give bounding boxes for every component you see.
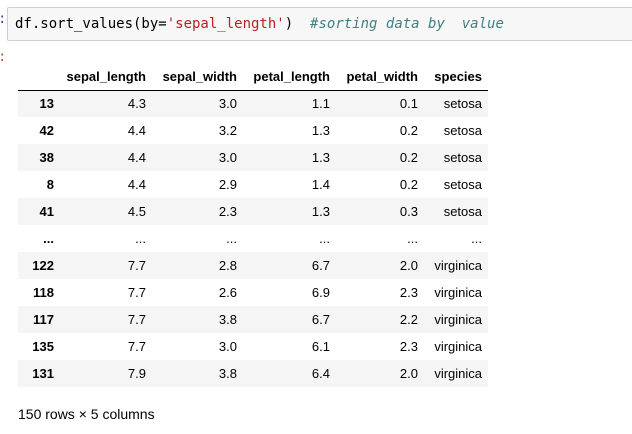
cell-sepal-length: 4.4 bbox=[127, 177, 146, 192]
cell-sepal-length: 4.5 bbox=[127, 204, 146, 219]
table-row: 122 7.7 2.8 6.7 2.0 virginica bbox=[18, 252, 488, 279]
cell-petal-length: 6.1 bbox=[311, 339, 330, 354]
cell-species: virginica bbox=[434, 312, 482, 327]
code-string-argument: 'sepal_length' bbox=[166, 16, 285, 32]
cell-petal-width: 0.3 bbox=[399, 204, 418, 219]
cell-sepal-width: 3.0 bbox=[218, 150, 237, 165]
table-row: 42 4.4 3.2 1.3 0.2 setosa bbox=[18, 117, 488, 144]
cell-sepal-width: 3.0 bbox=[218, 339, 237, 354]
cell-petal-length: 1.3 bbox=[311, 150, 330, 165]
cell-sepal-length: 4.3 bbox=[127, 96, 146, 112]
cell-sepal-length: 7.7 bbox=[127, 258, 146, 273]
column-header-sepal-width: sepal_width bbox=[152, 63, 243, 91]
cell-sepal-width: 3.8 bbox=[218, 366, 237, 381]
cell-sepal-length: 7.7 bbox=[127, 339, 146, 354]
code-cell-editor[interactable]: df.sort_values(by='sepal_length') #sorti… bbox=[7, 7, 632, 41]
dataframe-shape-summary: 150 rows × 5 columns bbox=[18, 406, 155, 422]
cell-species: setosa bbox=[443, 150, 482, 165]
cell-sepal-width: 3.2 bbox=[218, 123, 237, 138]
cell-petal-length: 6.9 bbox=[311, 285, 330, 300]
cell-sepal-width: 2.8 bbox=[218, 258, 237, 273]
cell-petal-width: 2.2 bbox=[399, 312, 418, 327]
table-row: 118 7.7 2.6 6.9 2.3 virginica bbox=[18, 279, 488, 306]
cell-species: setosa bbox=[443, 204, 482, 219]
cell-petal-length: 1.4 bbox=[311, 177, 330, 192]
cell-sepal-width: 2.3 bbox=[218, 204, 237, 219]
code-comment: #sorting data by value bbox=[310, 16, 504, 32]
row-index: 42 bbox=[39, 123, 54, 138]
cell-species: setosa bbox=[443, 96, 482, 112]
cell-petal-length: 6.4 bbox=[311, 366, 330, 381]
cell-sepal-width: 2.9 bbox=[218, 177, 237, 192]
cell-sepal-width: 2.6 bbox=[218, 285, 237, 300]
cell-petal-width: 0.2 bbox=[399, 177, 418, 192]
code-call-close: ) bbox=[284, 16, 311, 32]
table-row-ellipsis: ... ... ... ... ... ... bbox=[18, 225, 488, 252]
cell-species: ... bbox=[471, 231, 482, 246]
table-row: 38 4.4 3.0 1.3 0.2 setosa bbox=[18, 144, 488, 171]
cell-species: virginica bbox=[434, 285, 482, 300]
row-index: 118 bbox=[33, 285, 54, 300]
cell-petal-length: 1.3 bbox=[311, 123, 330, 138]
cell-sepal-length: ... bbox=[135, 231, 146, 246]
table-row: 13 4.3 3.0 1.1 0.1 setosa bbox=[18, 90, 488, 117]
cell-species: virginica bbox=[434, 258, 482, 273]
table-row: 131 7.9 3.8 6.4 2.0 virginica bbox=[18, 360, 488, 387]
cell-petal-length: 6.7 bbox=[311, 312, 330, 327]
row-index: 131 bbox=[32, 366, 54, 381]
table-row: 8 4.4 2.9 1.4 0.2 setosa bbox=[18, 171, 488, 198]
cell-petal-width: ... bbox=[407, 231, 418, 246]
cell-sepal-width: 3.8 bbox=[218, 312, 237, 327]
dataframe-table: sepal_length sepal_width petal_length pe… bbox=[18, 63, 488, 387]
row-index: 122 bbox=[32, 258, 54, 273]
column-header-petal-length: petal_length bbox=[243, 63, 336, 91]
input-prompt: : bbox=[0, 12, 6, 28]
row-index: 13 bbox=[39, 96, 54, 112]
cell-sepal-length: 7.7 bbox=[127, 285, 146, 300]
cell-sepal-length: 4.4 bbox=[127, 150, 146, 165]
output-prompt: : bbox=[0, 50, 6, 66]
cell-sepal-length: 7.9 bbox=[127, 366, 146, 381]
cell-petal-length: 1.3 bbox=[311, 204, 330, 219]
cell-species: setosa bbox=[443, 177, 482, 192]
column-header-species: species bbox=[424, 63, 488, 91]
cell-petal-length: 6.7 bbox=[311, 258, 330, 273]
row-index: 8 bbox=[46, 177, 54, 192]
cell-petal-width: 2.0 bbox=[399, 258, 418, 273]
cell-petal-length: 1.1 bbox=[311, 96, 330, 112]
table-header-row: sepal_length sepal_width petal_length pe… bbox=[18, 63, 488, 91]
cell-petal-width: 0.1 bbox=[399, 96, 418, 112]
code-call: df.sort_values(by= bbox=[15, 16, 167, 32]
cell-sepal-length: 7.7 bbox=[127, 312, 146, 327]
cell-sepal-width: ... bbox=[226, 231, 237, 246]
cell-petal-width: 2.3 bbox=[399, 339, 418, 354]
row-index: 41 bbox=[39, 204, 54, 219]
cell-petal-width: 2.3 bbox=[399, 285, 418, 300]
cell-petal-width: 2.0 bbox=[399, 366, 418, 381]
cell-sepal-width: 3.0 bbox=[218, 96, 237, 112]
column-header-sepal-length: sepal_length bbox=[60, 63, 152, 91]
cell-petal-length: ... bbox=[319, 231, 330, 246]
index-header bbox=[18, 63, 60, 91]
cell-species: virginica bbox=[434, 366, 482, 381]
table-row: 117 7.7 3.8 6.7 2.2 virginica bbox=[18, 306, 488, 333]
cell-sepal-length: 4.4 bbox=[127, 123, 146, 138]
row-index: ... bbox=[43, 231, 54, 246]
column-header-petal-width: petal_width bbox=[336, 63, 424, 91]
cell-species: setosa bbox=[443, 123, 482, 138]
row-index: 117 bbox=[33, 312, 54, 327]
cell-petal-width: 0.2 bbox=[399, 150, 418, 165]
row-index: 135 bbox=[32, 339, 54, 354]
table-row: 41 4.5 2.3 1.3 0.3 setosa bbox=[18, 198, 488, 225]
cell-species: virginica bbox=[434, 339, 482, 354]
table-row: 135 7.7 3.0 6.1 2.3 virginica bbox=[18, 333, 488, 360]
row-index: 38 bbox=[39, 150, 54, 165]
cell-petal-width: 0.2 bbox=[399, 123, 418, 138]
